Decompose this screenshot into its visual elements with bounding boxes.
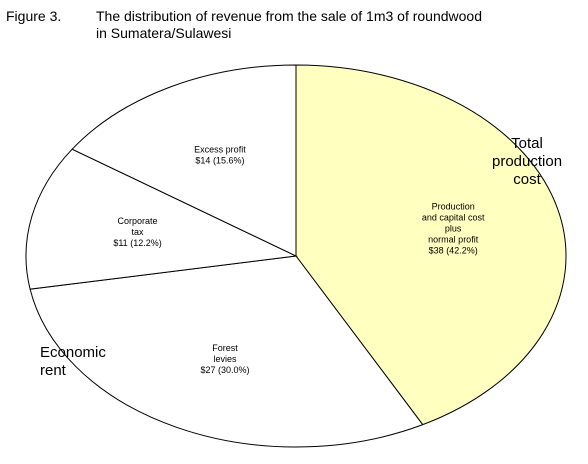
- pie-slice-1: [29, 255, 424, 448]
- pie-slice-0: [295, 64, 567, 426]
- figure-title: The distribution of revenue from the sal…: [96, 8, 566, 42]
- slice-label-3-line-1: $14 (15.6%): [195, 155, 244, 165]
- slice-label-0-line-4: $38 (42.2%): [429, 245, 478, 255]
- slice-label-3: Excess profit $14 (15.6%): [194, 144, 246, 165]
- slice-label-1-line-2: $27 (30.0%): [200, 365, 249, 375]
- total-production-cost-line-1: Total: [511, 135, 543, 152]
- slice-label-2-line-2: $11 (12.2%): [113, 238, 161, 248]
- economic-rent-line-2: rent: [40, 362, 66, 379]
- slice-label-0-line-0: Production: [432, 201, 475, 211]
- slice-label-1-line-0: Forest: [212, 343, 238, 353]
- economic-rent-label: Economic rent: [40, 344, 106, 380]
- figure-label: Figure 3.: [6, 8, 62, 24]
- figure-title-line-2: in Sumatera/Sulawesi: [96, 25, 232, 41]
- slice-label-0-line-1: and capital cost: [422, 212, 485, 222]
- slice-label-0-line-3: normal profit: [428, 234, 479, 244]
- economic-rent-line-1: Economic: [40, 344, 106, 361]
- total-production-cost-label: Total production cost: [492, 135, 562, 189]
- slice-label-2-line-0: Corporate: [118, 216, 158, 226]
- slice-label-3-line-0: Excess profit: [194, 144, 246, 154]
- pie-slice-2: [25, 148, 298, 290]
- total-production-cost-line-3: cost: [513, 171, 541, 188]
- slice-label-2: Corporate tax $11 (12.2%): [113, 216, 161, 248]
- figure-title-line-1: The distribution of revenue from the sal…: [96, 8, 482, 24]
- slice-label-1-line-1: levies: [213, 354, 237, 364]
- total-production-cost-line-2: production: [492, 153, 563, 170]
- slice-label-0: Production and capital cost plus normal pro…: [422, 201, 485, 255]
- slice-label-0-line-2: plus: [445, 223, 462, 233]
- pie-slice-3: [71, 64, 297, 257]
- slice-label-2-line-1: tax: [132, 227, 145, 237]
- slice-label-1: Forest levies $27 (30.0%): [200, 343, 249, 375]
